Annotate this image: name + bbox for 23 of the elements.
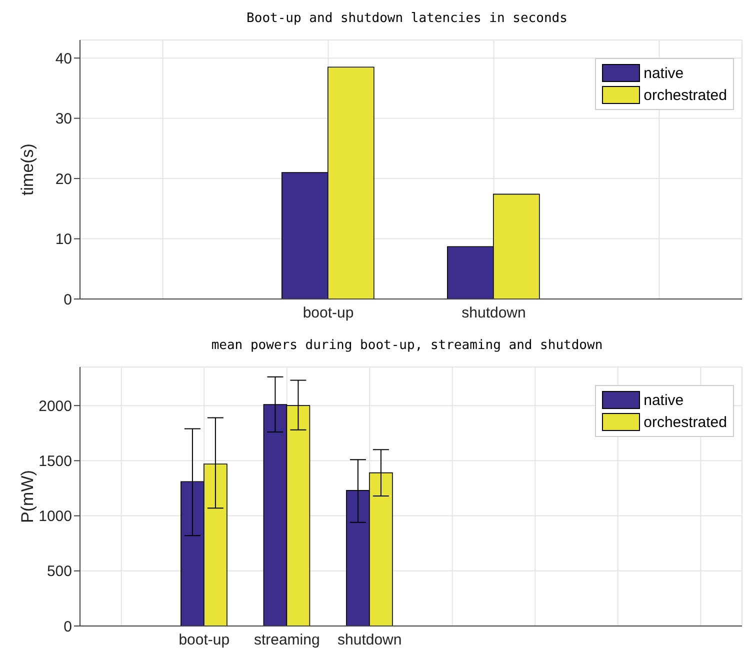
x-tick-label: boot-up [178,632,230,649]
y-tick-label: 20 [55,170,72,188]
x-tick-label: boot-up [302,304,354,322]
legend-label: orchestrated [644,86,727,104]
x-tick-label: shutdown [462,304,526,322]
x-tick-label: streaming [254,632,320,649]
y-tick-label: 30 [55,110,72,128]
y-axis-title: time(s) [18,144,38,196]
legend-label: orchestrated [644,414,727,430]
chart-title: mean powers during boot-up, streaming and shutdown [210,337,604,355]
chart-title: Boot-up and shutdown latencies in seconds [246,10,568,28]
y-tick-label: 1500 [38,453,72,470]
y-tick-label: 40 [55,50,72,68]
y-axis-title: P(mW) [18,470,38,523]
y-tick-label: 0 [64,618,72,636]
legend-label: native [644,64,684,82]
y-tick-label: 0 [64,291,72,308]
y-tick-label: 10 [55,231,72,248]
legend-label: native [644,392,684,408]
y-tick-label: 2000 [38,398,72,415]
y-tick-label: 500 [46,563,72,580]
y-tick-label: 1000 [38,508,72,526]
x-tick-label: shutdown [338,632,402,649]
